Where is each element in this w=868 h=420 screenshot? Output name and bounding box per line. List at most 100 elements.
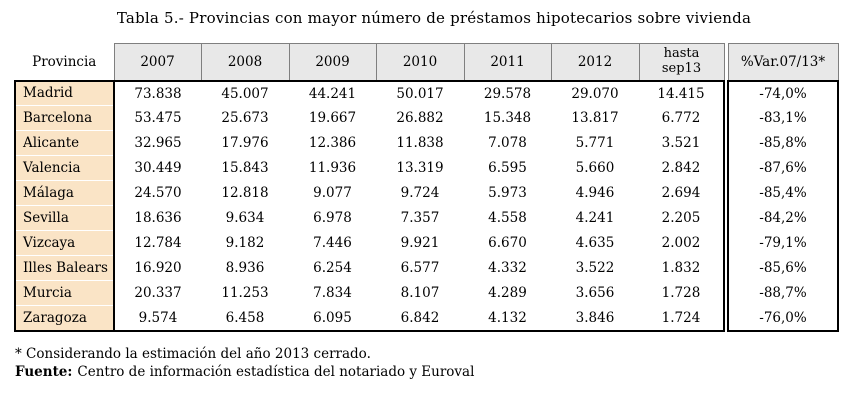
province-cell: Vizcaya: [14, 230, 115, 256]
value-cell: 1.728: [639, 280, 725, 306]
column-gap: [724, 43, 728, 81]
table-row: Alicante 32.965 17.976 12.386 11.838 7.078 5.7…: [14, 130, 839, 156]
value-cell: 7.078: [488, 135, 527, 151]
value-cell: 16.920: [134, 260, 182, 276]
provinces-mortgage-table: Provincia 2007 2008 2009 2010 2011 2012 …: [14, 43, 839, 332]
value-cell: 9.921: [400, 235, 440, 251]
value-cell: 44.241: [289, 79, 376, 106]
column-gap: [724, 280, 728, 306]
header-year-2012: 2012: [550, 43, 640, 81]
column-gap: [724, 130, 728, 156]
table-row: Barcelona 53.475 25.673 19.667 26.882 15.348 1…: [14, 105, 839, 131]
province-cell: Sevilla: [14, 205, 115, 231]
page-title: Tabla 5.- Provincias con mayor número de…: [116, 9, 752, 27]
value-cell: 8.936: [225, 260, 265, 276]
table-row: Málaga 24.570 12.818 9.077 9.724 5.973 4.946 2.…: [14, 180, 839, 206]
header-until-sep13: hasta sep13: [638, 43, 725, 81]
value-cell: 4.558: [488, 210, 527, 226]
value-cell: 2.002: [639, 230, 725, 256]
footnote-source: Fuente: Centro de información estadística…: [15, 363, 868, 381]
value-cell: 6.978: [313, 210, 352, 226]
table-row: Vizcaya 12.784 9.182 7.446 9.921 6.670 4.635 2.…: [14, 230, 839, 256]
province-cell: Zaragoza: [14, 305, 115, 332]
table-row: Illes Balears 16.920 8.936 6.254 6.577 4.332 3…: [14, 255, 839, 281]
province-cell: Illes Balears: [14, 255, 115, 281]
province-cell: Madrid: [14, 79, 115, 106]
column-gap: [724, 105, 728, 131]
column-gap: [724, 180, 728, 206]
value-cell: 3.522: [575, 260, 615, 276]
header-year-2008: 2008: [200, 43, 290, 81]
value-cell: 3.521: [639, 130, 725, 156]
variation-cell: -85,8%: [727, 130, 839, 156]
table-row: Sevilla 18.636 9.634 6.978 7.357 4.558 4.241 2.…: [14, 205, 839, 231]
value-cell: 11.253: [221, 285, 269, 301]
value-cell: 2.205: [639, 205, 725, 231]
value-cell: 19.667: [308, 110, 357, 126]
header-year-2009: 2009: [288, 43, 377, 81]
variation-cell: -85,6%: [727, 255, 839, 281]
value-cell: 29.578: [464, 79, 551, 106]
value-cell: 5.660: [575, 160, 615, 176]
value-cell: 15.348: [483, 110, 532, 126]
variation-cell: -85,4%: [727, 180, 839, 206]
variation-cell: -87,6%: [727, 155, 839, 181]
column-gap: [724, 205, 728, 231]
variation-cell: -79,1%: [727, 230, 839, 256]
table-row: Madrid 73.838 45.007 44.241 50.017 29.578 29.0…: [14, 79, 839, 106]
value-cell: 4.289: [488, 285, 527, 301]
column-gap: [724, 155, 728, 181]
value-cell: 1.832: [639, 255, 725, 281]
variation-cell: -88,7%: [727, 280, 839, 306]
source-text: Centro de información estadística del no…: [77, 363, 475, 380]
value-cell: 18.636: [134, 210, 182, 226]
value-cell: 25.673: [221, 110, 269, 126]
value-cell: 2.694: [639, 180, 725, 206]
header-year-2007: 2007: [113, 43, 202, 81]
value-cell: 11.838: [396, 135, 444, 151]
value-cell: 4.241: [575, 210, 615, 226]
column-gap: [724, 255, 728, 281]
value-cell: 7.446: [313, 235, 352, 251]
value-cell: 13.319: [396, 160, 444, 176]
variation-cell: -84,2%: [727, 205, 839, 231]
province-cell: Murcia: [14, 280, 115, 306]
value-cell: 4.332: [488, 260, 527, 276]
column-gap: [724, 305, 728, 331]
variation-cell: -74,0%: [727, 79, 839, 106]
variation-cell: -76,0%: [727, 305, 839, 332]
province-cell: Málaga: [14, 180, 115, 206]
value-cell: 50.017: [376, 79, 464, 106]
header-province: Provincia: [15, 43, 114, 81]
column-gap: [724, 230, 728, 256]
province-cell: Barcelona: [14, 105, 115, 131]
value-cell: 29.070: [551, 79, 639, 106]
table-row: Murcia 20.337 11.253 7.834 8.107 4.289 3.656 1.…: [14, 280, 839, 306]
value-cell: 4.635: [575, 235, 615, 251]
value-cell: 6.458: [201, 305, 289, 332]
header-year-2010: 2010: [375, 43, 465, 81]
value-cell: 17.976: [221, 135, 269, 151]
value-cell: 26.882: [396, 110, 444, 126]
value-cell: 5.973: [488, 185, 527, 201]
value-cell: 4.132: [464, 305, 551, 332]
value-cell: 9.724: [400, 185, 440, 201]
value-cell: 9.634: [225, 210, 265, 226]
province-cell: Alicante: [14, 130, 115, 156]
variation-cell: -83,1%: [727, 105, 839, 131]
table-row: Zaragoza 9.574 6.458 6.095 6.842 4.132 3.846 1.…: [14, 305, 839, 332]
table-row: Valencia 30.449 15.843 11.936 13.319 6.595 5.6…: [14, 155, 839, 181]
value-cell: 12.386: [308, 135, 357, 151]
header-row: Provincia 2007 2008 2009 2010 2011 2012 …: [15, 43, 839, 81]
value-cell: 13.817: [571, 110, 619, 126]
header-year-2011: 2011: [463, 43, 552, 81]
value-cell: 6.595: [488, 160, 527, 176]
value-cell: 4.946: [575, 185, 615, 201]
value-cell: 20.337: [134, 285, 182, 301]
value-cell: 24.570: [134, 185, 182, 201]
province-cell: Valencia: [14, 155, 115, 181]
value-cell: 32.965: [134, 135, 182, 151]
value-cell: 12.818: [221, 185, 269, 201]
value-cell: 9.574: [114, 305, 201, 332]
